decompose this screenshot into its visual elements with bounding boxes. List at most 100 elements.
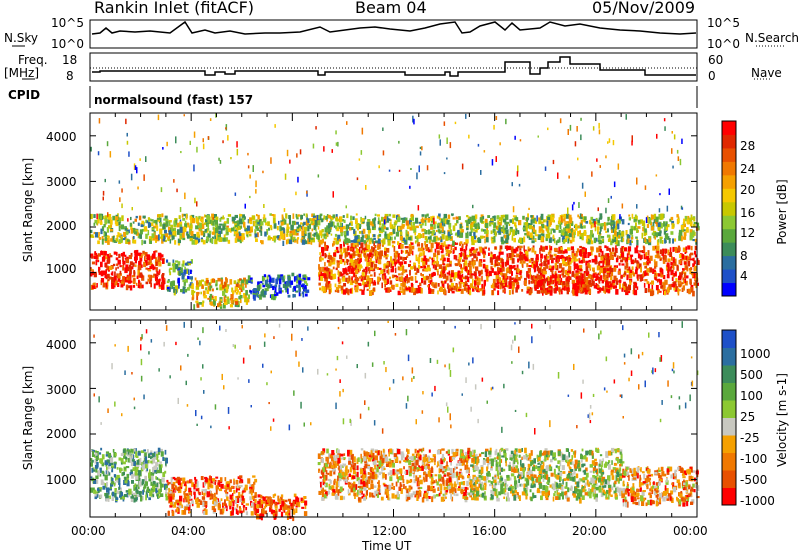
scatter-cell bbox=[497, 220, 499, 225]
scatter-cell bbox=[625, 261, 628, 266]
sparse-echo bbox=[289, 159, 291, 164]
scatter-cell bbox=[410, 276, 414, 281]
scatter-cell bbox=[295, 213, 298, 218]
scatter-cell bbox=[153, 487, 157, 492]
scatter-cell bbox=[364, 246, 367, 253]
scatter-cell bbox=[590, 224, 593, 229]
scatter-cell bbox=[421, 243, 424, 249]
scatter-cell bbox=[655, 285, 659, 291]
scatter-cell bbox=[109, 486, 112, 490]
sparse-echo bbox=[528, 207, 530, 210]
scatter-cell bbox=[305, 213, 308, 218]
scatter-cell bbox=[280, 290, 284, 293]
scatter-cell bbox=[603, 225, 607, 231]
scatter-cell bbox=[500, 281, 504, 287]
scatter-cell bbox=[629, 228, 633, 235]
scatter-cell bbox=[124, 227, 127, 231]
scatter-cell bbox=[283, 234, 286, 239]
scatter-cell bbox=[115, 280, 118, 286]
scatter-cell bbox=[444, 273, 447, 277]
scatter-cell bbox=[318, 282, 321, 286]
scatter-cell bbox=[364, 250, 367, 254]
scatter-cell bbox=[478, 246, 483, 250]
scatter-cell bbox=[100, 447, 103, 451]
scatter-cell bbox=[494, 263, 499, 266]
scatter-cell bbox=[548, 237, 552, 243]
scatter-cell bbox=[234, 298, 239, 302]
scatter-cell bbox=[350, 277, 353, 284]
scatter-cell bbox=[271, 214, 275, 216]
scatter-cell bbox=[424, 220, 427, 226]
scatter-cell bbox=[252, 292, 257, 297]
scatter-cell bbox=[266, 286, 269, 291]
scatter-cell bbox=[606, 262, 610, 266]
scatter-cell bbox=[141, 462, 143, 466]
scatter-cell bbox=[430, 247, 433, 253]
scatter-cell bbox=[186, 480, 190, 484]
scatter-cell bbox=[495, 273, 499, 280]
scatter-cell bbox=[239, 214, 243, 217]
scatter-cell bbox=[438, 213, 441, 217]
velocity-cbar-tick-100: 100 bbox=[740, 389, 763, 403]
sparse-echo bbox=[671, 148, 673, 154]
scatter-cell bbox=[676, 214, 679, 218]
scatter-cell bbox=[469, 254, 472, 257]
scatter-cell bbox=[160, 234, 164, 239]
scatter-cell bbox=[316, 231, 318, 238]
scatter-cell bbox=[295, 229, 298, 233]
scatter-cell bbox=[179, 226, 183, 233]
scatter-cell bbox=[528, 279, 530, 285]
scatter-cell bbox=[534, 267, 537, 272]
scatter-cell bbox=[158, 449, 160, 455]
scatter-cell bbox=[594, 225, 597, 232]
scatter-cell bbox=[610, 275, 613, 281]
scatter-cell bbox=[380, 239, 384, 243]
scatter-cell bbox=[285, 239, 288, 245]
scatter-cell bbox=[196, 231, 200, 237]
scatter-cell bbox=[90, 213, 93, 220]
scatter-cell bbox=[456, 220, 459, 224]
scatter-cell bbox=[98, 489, 102, 492]
scatter-cell bbox=[579, 283, 581, 289]
scatter-cell bbox=[562, 231, 565, 236]
scatter-cell bbox=[346, 247, 348, 252]
scatter-cell bbox=[337, 276, 340, 282]
scatter-cell bbox=[142, 215, 146, 219]
scatter-cell bbox=[567, 227, 571, 233]
sparse-echo bbox=[274, 124, 276, 128]
scatter-cell bbox=[596, 265, 601, 271]
scatter-cell bbox=[264, 231, 267, 237]
scatter-cell bbox=[366, 221, 370, 227]
scatter-cell bbox=[611, 238, 614, 244]
scatter-cell bbox=[354, 264, 357, 270]
scatter-cell bbox=[223, 288, 226, 293]
scatter-cell bbox=[660, 272, 664, 278]
scatter-cell bbox=[165, 240, 167, 242]
scatter-cell bbox=[200, 237, 203, 241]
sparse-echo bbox=[236, 141, 238, 148]
scatter-cell bbox=[682, 268, 685, 271]
scatter-cell bbox=[532, 275, 535, 279]
scatter-cell bbox=[333, 273, 337, 279]
scatter-cell bbox=[454, 246, 457, 251]
scatter-cell bbox=[586, 285, 590, 290]
scatter-cell bbox=[470, 221, 474, 226]
scatter-cell bbox=[146, 486, 149, 492]
scatter-cell bbox=[512, 265, 515, 269]
scatter-cell bbox=[575, 223, 578, 227]
scatter-cell bbox=[579, 272, 583, 276]
scatter-cell bbox=[97, 235, 100, 238]
scatter-cell bbox=[343, 239, 346, 242]
scatter-cell bbox=[560, 222, 563, 225]
scatter-cell bbox=[90, 458, 93, 461]
scatter-cell bbox=[267, 274, 271, 278]
scatter-cell bbox=[511, 287, 515, 291]
scatter-cell bbox=[401, 287, 404, 291]
scatter-cell bbox=[121, 236, 123, 240]
scatter-cell bbox=[136, 484, 140, 487]
cpid-label: CPID bbox=[8, 88, 41, 102]
scatter-cell bbox=[604, 260, 606, 265]
sparse-echo bbox=[183, 114, 185, 117]
scatter-cell bbox=[207, 233, 211, 238]
sparse-echo bbox=[516, 171, 519, 177]
